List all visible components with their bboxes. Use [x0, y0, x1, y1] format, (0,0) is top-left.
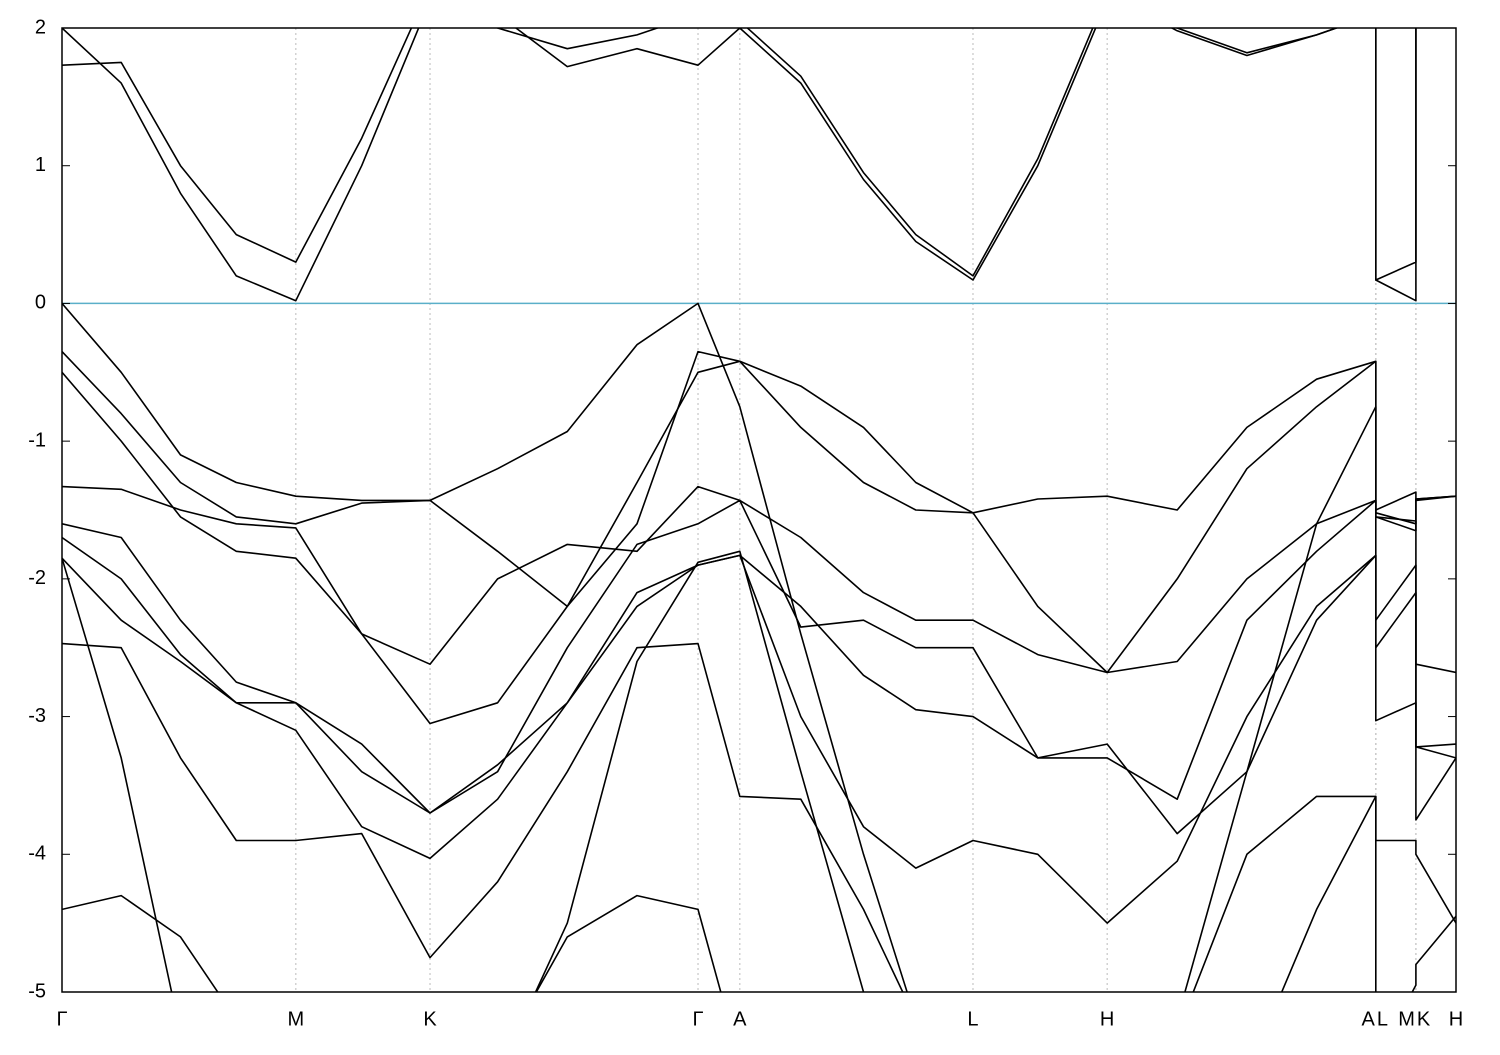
band-line: [62, 642, 1456, 992]
x-tick-label: A: [733, 1008, 747, 1030]
band-line: [62, 28, 1417, 281]
band-line: [62, 28, 1417, 302]
x-tick-label: M: [288, 1008, 305, 1030]
y-tick-label: -5: [28, 980, 46, 1002]
grid: [61, 28, 1457, 992]
x-tick-label: K: [1417, 1008, 1431, 1030]
band-line: [62, 350, 1456, 608]
band-line: [62, 485, 1456, 674]
x-tick-label: M: [1398, 1008, 1415, 1030]
band-line: [62, 894, 1456, 992]
x-tick-label: H: [1100, 1008, 1114, 1030]
band-line: [62, 360, 1456, 725]
band-line: [62, 499, 1456, 814]
x-tick-label: Γ: [56, 1008, 67, 1030]
y-tick-label: -2: [28, 567, 46, 589]
plot-frame: [61, 27, 1457, 993]
x-tick-label: L: [967, 1008, 978, 1030]
x-tick-label: A: [1362, 1008, 1376, 1030]
bands: [62, 28, 1456, 992]
band-line: [62, 302, 1456, 992]
y-tick-label: -4: [28, 843, 46, 865]
band-line: [62, 554, 1456, 924]
x-tick-label: K: [423, 1008, 437, 1030]
y-tick-label: -3: [28, 705, 46, 727]
band-line: [62, 536, 1456, 835]
y-tick-label: 2: [35, 16, 46, 38]
x-tick-label: L: [1377, 1008, 1388, 1030]
band-line: [62, 550, 1377, 992]
x-tick-label: Γ: [693, 1008, 704, 1030]
y-tick-label: 0: [35, 292, 46, 314]
x-tick-label: H: [1449, 1008, 1463, 1030]
y-tick-label: 1: [35, 154, 46, 176]
y-tick-label: -1: [28, 429, 46, 451]
